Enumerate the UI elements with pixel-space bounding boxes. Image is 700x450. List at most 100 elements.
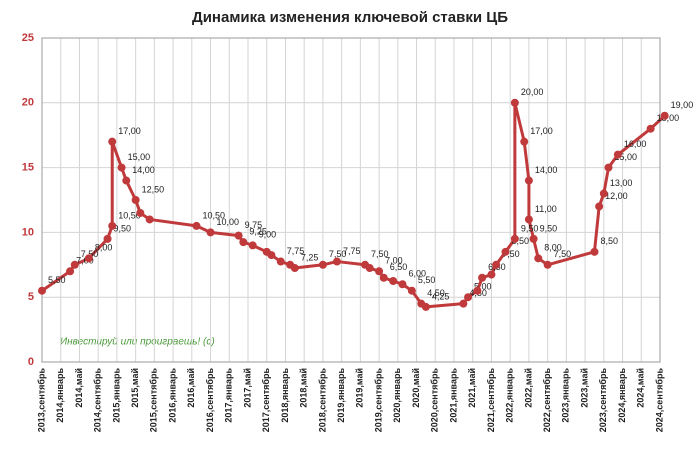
point	[478, 273, 487, 282]
x-tick-label: 2024,сентябрь	[654, 368, 664, 433]
data-label: 4,50	[427, 288, 445, 298]
point	[206, 228, 215, 237]
x-tick-label: 2018,май	[299, 368, 309, 408]
data-label: 7,50	[554, 249, 572, 259]
point	[239, 238, 248, 247]
x-tick-label: 2019,январь	[336, 368, 346, 423]
point	[464, 293, 473, 302]
x-tick-label: 2024,январь	[617, 368, 627, 423]
data-label: 9,00	[259, 230, 277, 240]
data-label: 15,00	[615, 152, 638, 162]
point	[70, 260, 79, 269]
data-label: 7,50	[371, 249, 389, 259]
x-tick-label: 2020,май	[411, 368, 421, 408]
point	[473, 286, 482, 295]
point	[487, 270, 496, 279]
point	[492, 260, 501, 269]
data-label: 8,00	[95, 243, 113, 253]
x-tick-label: 2022,май	[523, 368, 533, 408]
x-tick-label: 2023,сентябрь	[598, 368, 608, 433]
x-tick-label: 2014,май	[74, 368, 84, 408]
point	[192, 221, 201, 230]
data-label: 8,00	[544, 243, 562, 253]
point	[332, 257, 341, 266]
point	[108, 221, 117, 230]
y-tick-label: 5	[28, 291, 34, 303]
chart-title: Динамика изменения ключевой ставки ЦБ	[192, 9, 508, 26]
data-label: 13,00	[610, 178, 633, 188]
point	[375, 267, 384, 276]
point	[267, 251, 276, 260]
point	[84, 254, 93, 263]
y-tick-label: 0	[28, 356, 34, 368]
point	[131, 196, 140, 204]
x-tick-label: 2023,май	[579, 368, 589, 408]
x-tick-label: 2018,сентябрь	[317, 368, 327, 433]
x-tick-label: 2014,сентябрь	[93, 368, 103, 433]
annotation: Инвестируй или проиграешь! (c)	[60, 337, 215, 348]
data-label: 6,50	[390, 262, 408, 272]
point	[534, 254, 543, 263]
point	[595, 202, 604, 211]
point	[365, 264, 374, 273]
x-tick-label: 2014,январь	[55, 368, 65, 423]
data-label: 19,00	[671, 100, 694, 110]
point	[510, 234, 519, 243]
data-label: 8,50	[512, 236, 530, 246]
plot-border	[41, 37, 661, 363]
data-label: 7,50	[329, 249, 347, 259]
data-label: 12,00	[605, 191, 628, 201]
x-tick-label: 2013,сентябрь	[36, 368, 46, 433]
point	[421, 302, 430, 311]
data-label: 5,00	[474, 282, 492, 292]
data-label: 7,25	[301, 252, 319, 262]
point	[389, 277, 398, 285]
x-tick-label: 2023,январь	[561, 368, 571, 423]
x-tick-label: 2017,январь	[224, 368, 234, 423]
x-tick-label: 2021,январь	[448, 368, 458, 423]
x-tick-label: 2017,сентябрь	[261, 368, 271, 433]
x-tick-label: 2022,январь	[505, 368, 515, 423]
data-label: 8,50	[600, 236, 618, 246]
point	[459, 299, 468, 308]
point	[590, 247, 599, 256]
x-tick-label: 2021,сентябрь	[486, 368, 496, 433]
x-tick-label: 2022,сентябрь	[542, 368, 552, 433]
x-tick-label: 2016,май	[186, 368, 196, 408]
data-label: 7,75	[287, 246, 305, 256]
point	[604, 163, 613, 172]
point	[510, 98, 519, 107]
point	[524, 215, 533, 224]
point	[66, 267, 75, 276]
x-tick-label: 2021,май	[467, 368, 477, 408]
point	[38, 286, 46, 295]
y-tick-label: 15	[22, 162, 34, 174]
data-label: 4,25	[432, 291, 450, 301]
x-tick-label: 2016,январь	[167, 368, 177, 423]
data-label: 10,50	[118, 210, 141, 220]
data-label: 14,00	[132, 165, 155, 175]
y-tick-label: 10	[22, 226, 34, 238]
data-label: 15,00	[128, 152, 151, 162]
point	[318, 260, 327, 269]
data-label: 7,50	[502, 249, 520, 259]
x-tick-label: 2020,сентябрь	[430, 368, 440, 433]
data-label: 5,50	[418, 275, 436, 285]
data-label: 7,75	[343, 246, 361, 256]
point	[103, 234, 112, 243]
data-label: 9,50	[114, 223, 132, 233]
x-tick-label: 2018,январь	[280, 368, 290, 423]
data-label: 9,50	[521, 223, 539, 233]
point	[136, 208, 145, 217]
y-tick-label: 25	[22, 32, 34, 44]
point	[145, 215, 154, 224]
point	[398, 280, 407, 289]
data-label: 16,00	[624, 139, 647, 149]
data-label: 6,00	[409, 269, 427, 279]
data-label: 10,50	[203, 210, 226, 220]
point	[599, 189, 608, 198]
x-tick-label: 2019,май	[355, 368, 365, 408]
y-tick-label: 20	[22, 97, 34, 109]
